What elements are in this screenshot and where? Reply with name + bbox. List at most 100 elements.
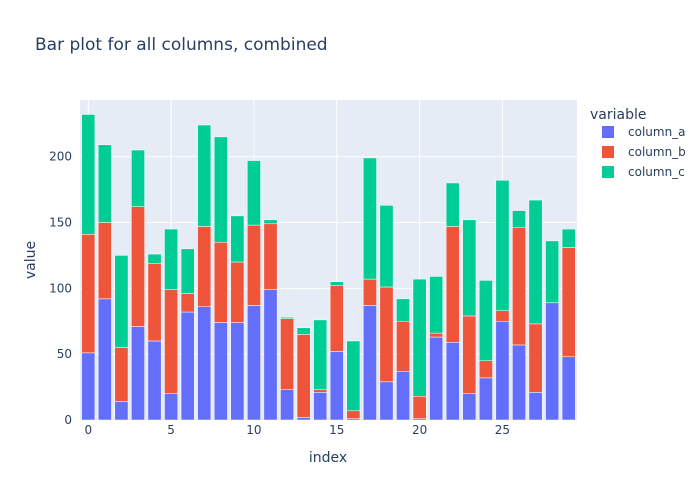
bar-column_b: [147, 263, 162, 342]
y-tick-label: 200: [49, 150, 72, 164]
x-tick-label: 0: [84, 423, 92, 437]
bar-column_a: [329, 351, 344, 421]
bar-column_c: [545, 240, 560, 304]
bar-column_b: [396, 320, 410, 372]
bar-column_c: [197, 124, 212, 227]
bar-column_c: [512, 210, 526, 228]
bar-column_a: [147, 340, 162, 421]
bar-column_b: [346, 410, 361, 419]
bar-column_a: [545, 302, 560, 421]
bar-column_b: [512, 227, 526, 346]
bar-column_a: [313, 392, 328, 421]
bar-column_b: [561, 247, 576, 358]
x-tick-label: 20: [412, 423, 427, 437]
legend-label-column_c: column_c: [628, 165, 685, 179]
y-axis-title: value: [23, 241, 39, 279]
bar-column_c: [263, 219, 278, 225]
x-axis-ticks: 0 5 10 15 20 25: [84, 423, 510, 437]
bar-column_c: [97, 144, 112, 223]
bar-column_a: [363, 305, 377, 421]
bar-column_b: [97, 222, 112, 300]
y-axis-ticks: 0 50 100 150 200: [49, 150, 72, 427]
bar-column_c: [429, 276, 444, 334]
bar-column_c: [329, 281, 344, 286]
bar-column_a: [479, 377, 493, 421]
bar-column_a: [114, 401, 129, 421]
legend-label-column_b: column_b: [628, 145, 686, 159]
bar-column_c: [81, 114, 96, 235]
bar-column_b: [429, 332, 444, 338]
bar-column_c: [561, 228, 576, 248]
bar-column_b: [81, 234, 96, 354]
bar-column_b: [379, 286, 394, 383]
bar-column_a: [528, 392, 543, 421]
bar-column_a: [512, 344, 526, 421]
bar-column_c: [462, 219, 477, 317]
bar-column_b: [247, 224, 261, 306]
x-tick-label: 5: [167, 423, 175, 437]
bar-column_b: [445, 226, 460, 343]
bar-column_b: [528, 323, 543, 393]
bar-column_a: [445, 342, 460, 421]
bar-column_a: [230, 322, 245, 421]
bar-column_c: [247, 160, 261, 226]
bar-column_a: [97, 298, 112, 421]
bar-column_c: [147, 253, 162, 264]
bar-column_c: [230, 215, 245, 263]
bar-column_b: [329, 285, 344, 352]
bar-column_b: [213, 241, 228, 323]
legend-title: variable: [590, 107, 646, 123]
legend-label-column_a: column_a: [628, 125, 686, 139]
bar-column_b: [296, 334, 311, 418]
x-tick-label: 25: [495, 423, 510, 437]
x-tick-label: 10: [246, 423, 261, 437]
bar-column_b: [180, 293, 195, 313]
bar-column_c: [180, 248, 195, 294]
x-tick-label: 15: [329, 423, 344, 437]
bar-column_a: [263, 289, 278, 421]
bar-column_c: [528, 199, 543, 325]
bar-column_a: [379, 381, 394, 421]
bar-column_a: [462, 393, 477, 421]
bar-column_b: [363, 278, 377, 306]
bar-column_b: [280, 318, 294, 390]
bar-column_a: [197, 306, 212, 421]
bar-column_c: [479, 280, 493, 361]
bar-column_c: [363, 157, 377, 280]
bar-column_a: [131, 326, 145, 421]
bar-column_a: [164, 393, 178, 421]
bar-column_a: [561, 356, 576, 421]
bars: [81, 114, 576, 421]
bar-column_c: [346, 340, 361, 412]
y-tick-label: 50: [57, 347, 72, 361]
y-tick-label: 100: [49, 281, 72, 295]
bar-column_c: [280, 317, 294, 319]
bar-column_b: [462, 315, 477, 394]
bar-column_c: [114, 255, 129, 348]
bar-column_a: [296, 417, 311, 421]
bar-column_c: [495, 180, 510, 311]
legend: variable column_a column_b column_c: [590, 107, 686, 179]
bar-column_a: [280, 389, 294, 421]
bar-column_b: [412, 396, 427, 419]
bar-column_a: [429, 336, 444, 421]
bar-column_a: [495, 320, 510, 421]
legend-swatch-column_a: [602, 126, 614, 138]
bar-column_b: [313, 389, 328, 393]
bar-column_b: [495, 310, 510, 322]
bar-column_a: [247, 305, 261, 421]
y-tick-label: 150: [49, 215, 72, 229]
plot-area: [80, 100, 577, 420]
bar-column_b: [197, 226, 212, 307]
bar-column_c: [313, 319, 328, 390]
bar-column_c: [164, 228, 178, 290]
bar-column_a: [396, 371, 410, 421]
chart-title: Bar plot for all columns, combined: [35, 35, 328, 55]
bar-column_b: [164, 289, 178, 394]
bar-column_c: [396, 298, 410, 322]
bar-column_b: [230, 261, 245, 323]
x-axis-title: index: [309, 450, 347, 466]
y-tick-label: 0: [64, 413, 72, 427]
bar-column_b: [114, 347, 129, 402]
